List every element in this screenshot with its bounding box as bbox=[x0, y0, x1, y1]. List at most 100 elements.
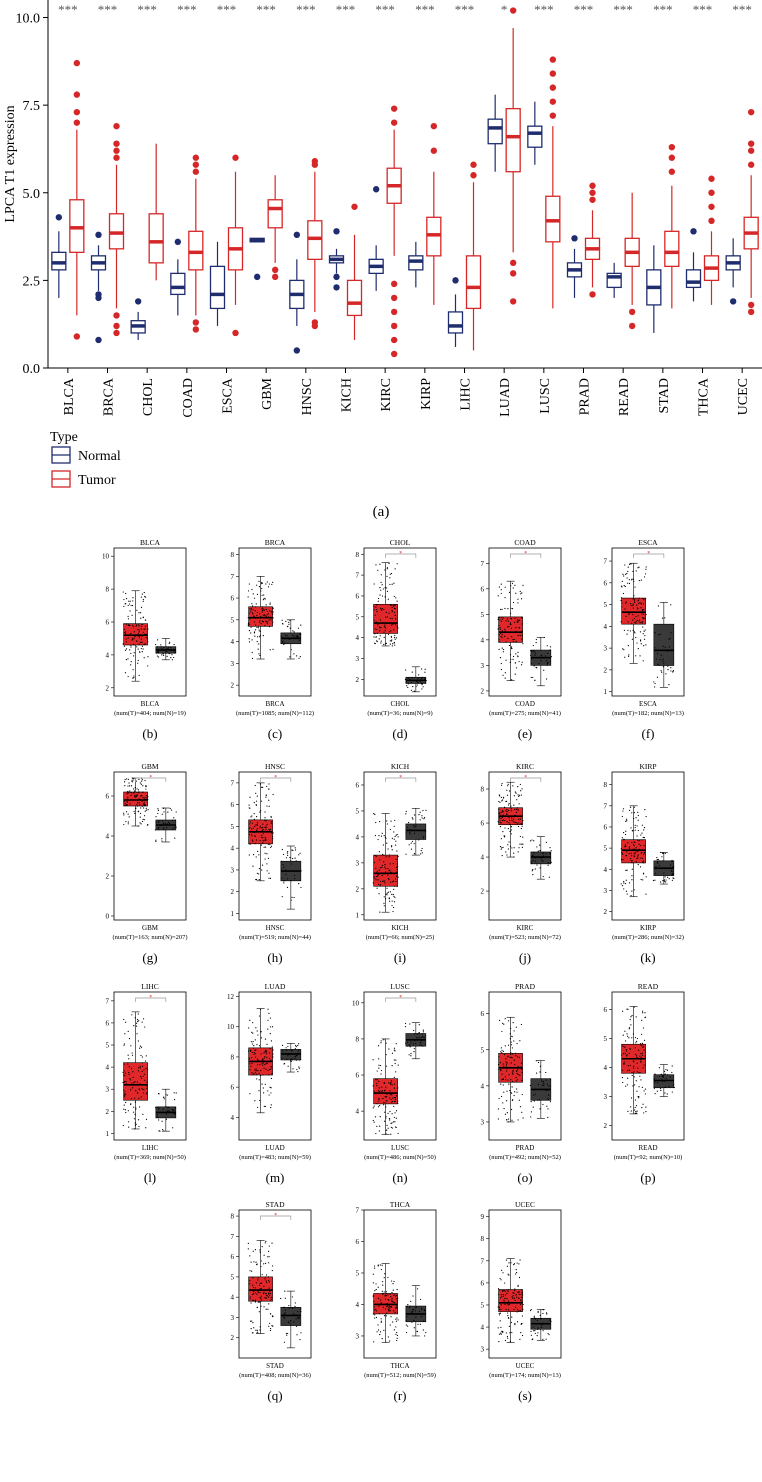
data-point bbox=[499, 821, 501, 823]
data-point bbox=[264, 811, 266, 813]
data-point bbox=[133, 1082, 135, 1084]
data-point bbox=[294, 1055, 296, 1058]
data-point bbox=[637, 615, 639, 617]
x-tick-label: CHOL bbox=[141, 378, 156, 416]
data-point bbox=[161, 838, 163, 840]
data-point bbox=[634, 632, 636, 634]
data-point bbox=[507, 1315, 509, 1317]
data-point bbox=[384, 871, 387, 873]
data-point bbox=[135, 1090, 137, 1092]
y-tick-label: 5 bbox=[604, 845, 608, 853]
outlier-point bbox=[253, 273, 261, 281]
data-point bbox=[630, 1106, 632, 1108]
data-point bbox=[641, 1019, 643, 1022]
data-point bbox=[269, 610, 271, 612]
outlier-point bbox=[232, 154, 239, 161]
significance-label: *** bbox=[574, 2, 594, 17]
data-point bbox=[140, 1077, 142, 1079]
box bbox=[209, 265, 226, 310]
data-point bbox=[138, 612, 140, 614]
data-point bbox=[123, 1062, 125, 1064]
outlier-point bbox=[708, 175, 715, 182]
data-point bbox=[643, 1090, 645, 1092]
y-tick-label: 3 bbox=[356, 1332, 360, 1340]
data-point bbox=[171, 654, 173, 656]
data-point bbox=[505, 641, 507, 643]
data-point bbox=[500, 1047, 502, 1049]
data-point bbox=[379, 635, 381, 637]
data-point bbox=[155, 840, 157, 843]
data-point bbox=[391, 1122, 393, 1124]
data-point bbox=[627, 842, 629, 844]
sample-size-caption: (num(T)=486; num(N)=50) bbox=[364, 1154, 436, 1161]
x-axis-label: KICH bbox=[391, 924, 408, 932]
data-point bbox=[142, 1092, 145, 1094]
outlier-point bbox=[192, 168, 200, 175]
data-point bbox=[543, 1083, 545, 1085]
data-point bbox=[517, 598, 519, 600]
data-point bbox=[271, 1073, 273, 1075]
data-point bbox=[378, 869, 380, 871]
data-point bbox=[631, 579, 633, 581]
y-tick-label: 10 bbox=[227, 1023, 235, 1031]
data-point bbox=[389, 869, 391, 871]
data-point bbox=[145, 1055, 147, 1057]
data-point bbox=[505, 1061, 507, 1063]
data-point bbox=[511, 1057, 513, 1059]
data-point bbox=[156, 648, 158, 650]
data-point bbox=[133, 652, 135, 654]
data-point bbox=[632, 1058, 634, 1060]
data-point bbox=[396, 1301, 398, 1303]
data-point bbox=[497, 1118, 499, 1120]
data-point bbox=[635, 847, 637, 849]
data-point bbox=[143, 799, 145, 802]
box bbox=[307, 220, 323, 261]
data-point bbox=[251, 588, 253, 591]
data-point bbox=[542, 855, 544, 857]
data-point bbox=[171, 659, 173, 661]
data-point bbox=[383, 880, 386, 882]
data-point bbox=[507, 809, 510, 812]
data-point bbox=[409, 1023, 411, 1025]
box bbox=[621, 839, 646, 864]
data-point bbox=[255, 1261, 257, 1263]
data-point bbox=[506, 789, 508, 791]
outlier-point bbox=[372, 186, 380, 193]
data-point bbox=[253, 1292, 255, 1295]
data-point bbox=[265, 1053, 268, 1055]
outlier-point bbox=[333, 284, 340, 291]
data-point bbox=[501, 1049, 503, 1051]
data-point bbox=[504, 1113, 507, 1115]
data-point bbox=[391, 1100, 394, 1103]
data-point bbox=[133, 637, 135, 639]
data-point bbox=[138, 1106, 141, 1108]
data-point bbox=[272, 793, 274, 796]
data-point bbox=[411, 1310, 414, 1312]
data-point bbox=[258, 643, 260, 645]
data-point bbox=[140, 1096, 142, 1098]
data-point bbox=[174, 819, 176, 821]
data-point bbox=[374, 642, 376, 645]
data-point bbox=[501, 811, 503, 813]
data-point bbox=[137, 1070, 140, 1072]
data-point bbox=[393, 637, 396, 639]
data-point bbox=[292, 857, 294, 860]
data-point bbox=[265, 794, 267, 796]
data-point bbox=[163, 1096, 165, 1098]
y-tick-label: 7 bbox=[231, 779, 235, 787]
data-point bbox=[510, 1041, 512, 1043]
data-point bbox=[145, 788, 147, 790]
data-point bbox=[390, 635, 392, 638]
data-point bbox=[393, 1116, 395, 1118]
y-tick-label: 7 bbox=[481, 1257, 485, 1265]
data-point bbox=[394, 1098, 397, 1100]
y-tick-label: 6 bbox=[604, 823, 608, 831]
data-point bbox=[382, 1284, 384, 1286]
data-point bbox=[280, 642, 282, 644]
data-point bbox=[666, 650, 669, 652]
data-point bbox=[407, 1303, 409, 1306]
box-normal bbox=[529, 836, 552, 880]
data-point bbox=[505, 800, 507, 802]
significance-star: * bbox=[647, 551, 650, 557]
data-point bbox=[517, 1068, 519, 1071]
